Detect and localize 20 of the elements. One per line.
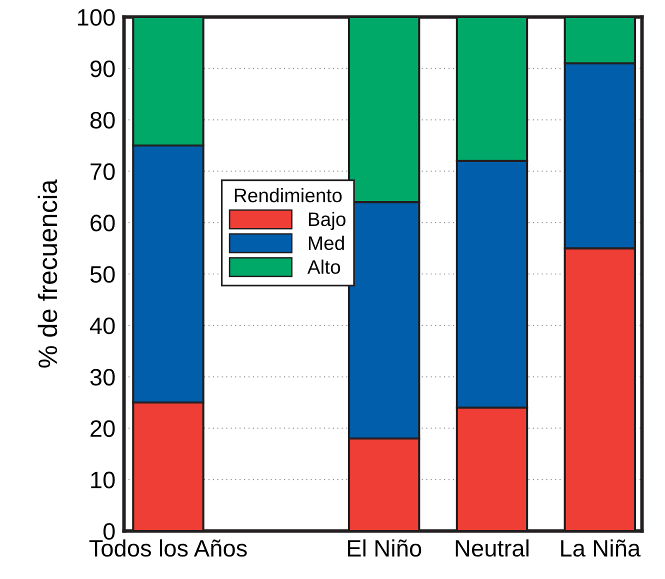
y-tick-label: 90 [90,60,115,78]
y-tick-label: 50 [90,266,115,283]
y-tick-label: 0 [103,523,115,540]
legend-label: Alto [307,260,340,274]
x-tick-label: La Niña [561,539,641,557]
y-tick-label: 60 [90,214,115,232]
x-tick-label: El Niño [348,539,422,557]
y-tick-label: 70 [90,163,115,180]
legend-title: Rendimiento [234,188,342,202]
y-axis-title: % de frecuencia [38,179,58,368]
legend-label: Med [308,236,344,250]
legend-label: Bajo [308,212,346,230]
y-tick-label: 40 [90,317,115,334]
x-tick-label: Neutral [456,539,528,557]
y-tick-label: 20 [90,420,115,437]
y-tick-label: 10 [91,472,115,488]
y-tick-label: 30 [90,368,115,386]
y-tick-label: 80 [90,112,115,129]
y-tick-label: 100 [78,9,115,26]
x-tick-label: Todos los Años [89,539,247,557]
